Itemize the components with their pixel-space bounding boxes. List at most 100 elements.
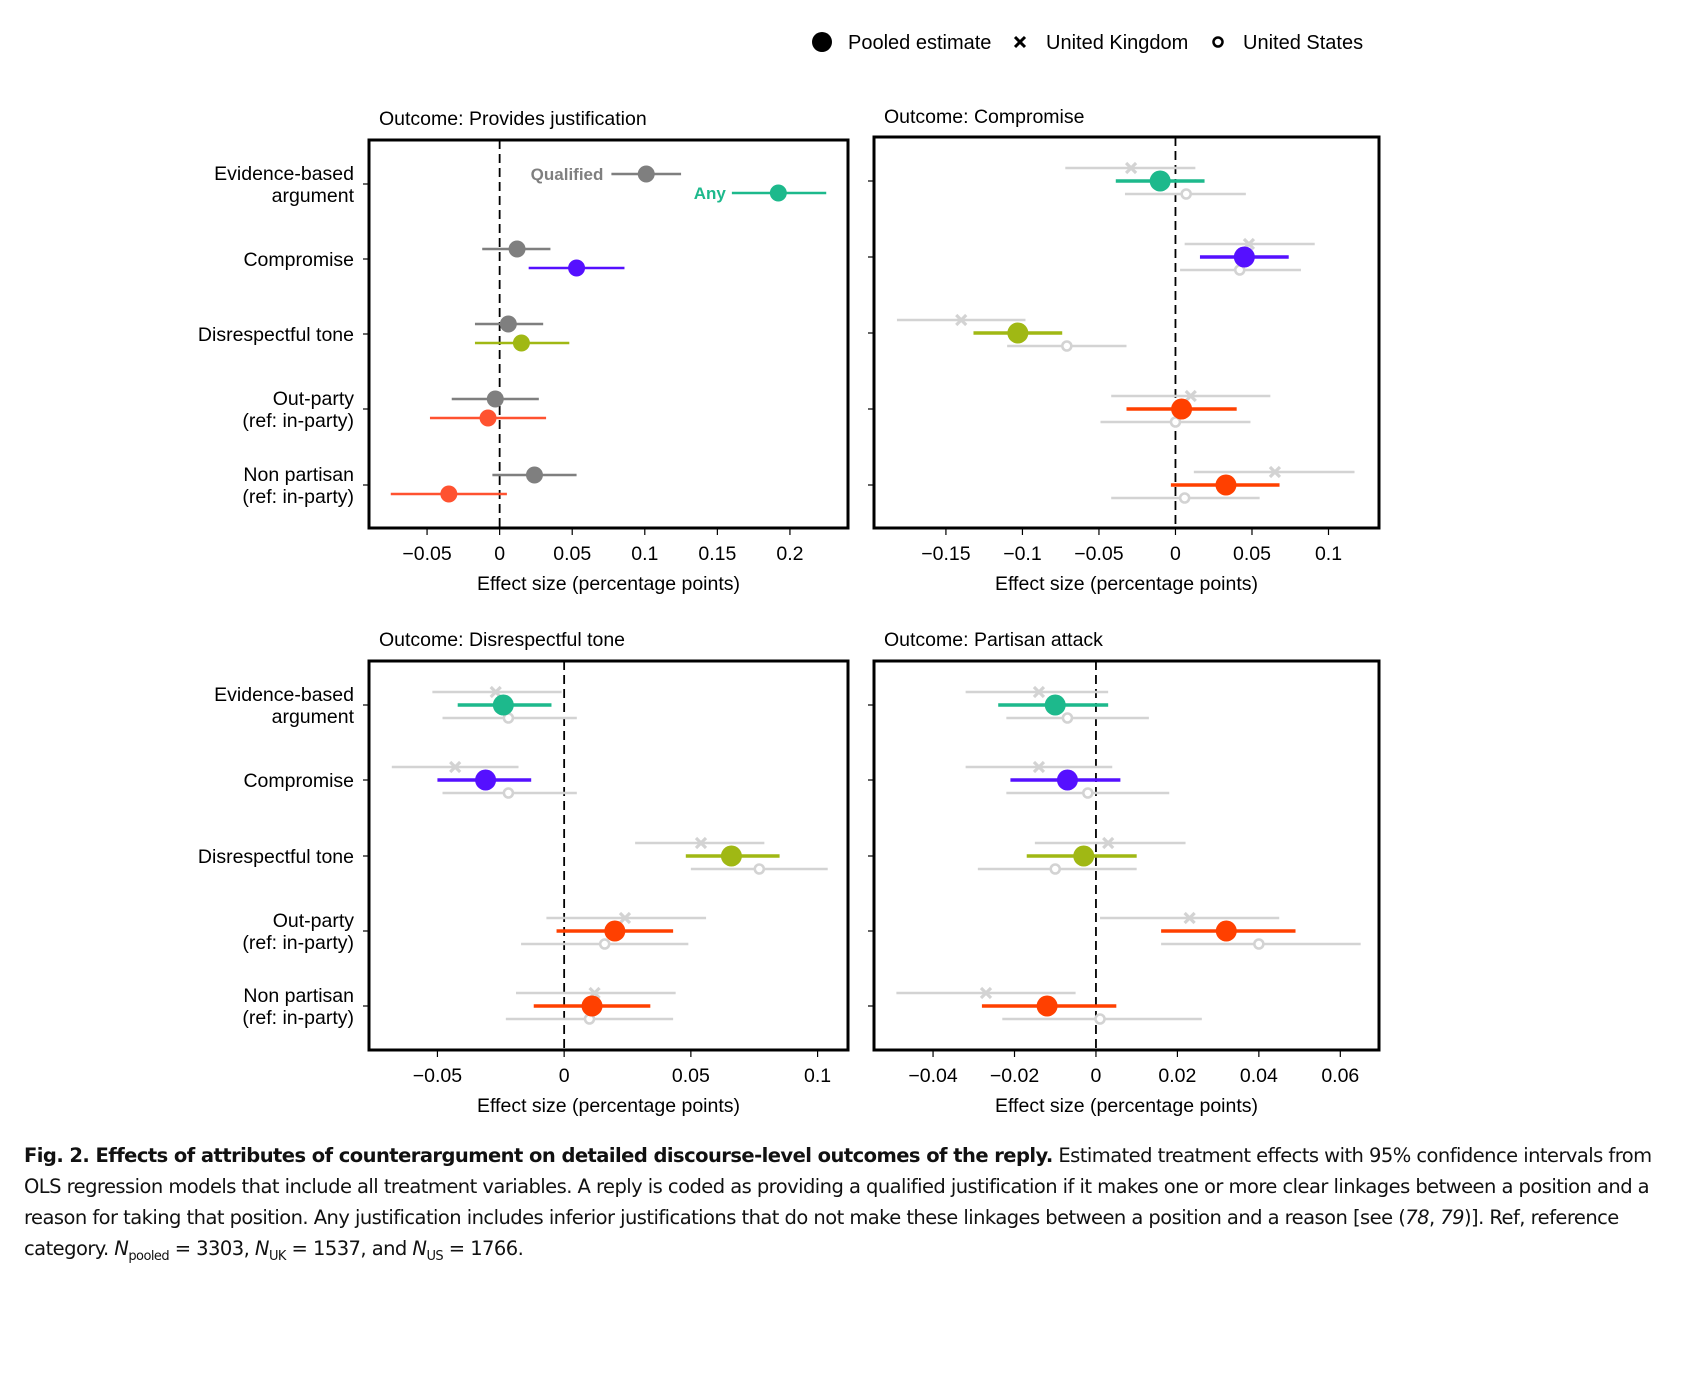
x-axis-label: Effect size (percentage points) <box>477 573 740 595</box>
x-tick-label: −0.05 <box>413 1065 462 1087</box>
us-point <box>1061 340 1073 352</box>
y-tick-label: Non partisan (ref: in-party) <box>242 985 354 1029</box>
y-tick-label-line: Evidence-based <box>214 684 354 706</box>
n-symbol: N <box>254 1237 270 1260</box>
y-tick-label: Out-party (ref: in-party) <box>242 388 354 432</box>
caption-ref-79: 79 <box>1440 1206 1464 1229</box>
y-tick-label-line: Non partisan <box>243 464 354 486</box>
uk-point-x-icon <box>489 685 502 699</box>
legend: Pooled estimate United Kingdom United Stat… <box>812 32 1363 54</box>
uk-point-x-icon <box>1124 161 1138 175</box>
us-point <box>1061 712 1074 724</box>
pooled-point <box>1233 246 1255 268</box>
y-tick-label: Out-party (ref: in-party) <box>242 910 354 954</box>
x-stroke <box>618 911 632 925</box>
x-tick-label: 0.1 <box>804 1065 831 1087</box>
y-tick-label: Disrespectful tone <box>198 324 354 346</box>
pooled-point <box>1073 845 1095 867</box>
x-tick-label: −0.05 <box>402 543 451 565</box>
n-uk-sub: UK <box>268 1248 287 1264</box>
x-axis-label: Effect size (percentage points) <box>995 1095 1258 1117</box>
x-tick-label: 0.1 <box>631 543 658 565</box>
x-stroke <box>694 836 708 850</box>
uk-point-x-icon <box>1102 836 1115 850</box>
x-tick-label: −0.15 <box>921 543 970 565</box>
us-point <box>753 863 766 875</box>
n-uk: = 1537, and <box>285 1237 413 1260</box>
qualified-point <box>486 390 504 408</box>
figure-caption: Fig. 2. Effects of attributes of counter… <box>24 1140 1684 1272</box>
x-tick-label: −0.04 <box>908 1065 957 1087</box>
y-tick-label: Compromise <box>243 770 354 792</box>
y-tick-label-line: (ref: in-party) <box>242 1007 354 1029</box>
panels: Outcome: Provides justification Evidence-… <box>198 106 1381 1117</box>
pooled-point <box>581 995 603 1017</box>
y-tick-label-line: (ref: in-party) <box>242 932 354 954</box>
panel-title: Outcome: Provides justification <box>379 108 647 130</box>
y-tick-label-line: argument <box>272 706 355 728</box>
pooled-point <box>1215 920 1237 942</box>
x-stroke <box>1032 685 1046 699</box>
us-point <box>1253 938 1265 950</box>
us-point <box>502 787 515 799</box>
any-point <box>769 184 787 202</box>
x-stroke <box>955 313 968 327</box>
panel-1: Outcome: Provides justification Evidence-… <box>198 108 850 595</box>
y-tick-label-line: Compromise <box>243 770 354 792</box>
caption-title: Fig. 2. Effects of attributes of counter… <box>24 1144 1053 1167</box>
x-axis-label: Effect size (percentage points) <box>995 573 1258 595</box>
plot-frame <box>367 659 850 1052</box>
open-circle-icon <box>1212 36 1224 48</box>
plot-frame <box>872 659 1381 1052</box>
y-tick-label-line: Non partisan <box>243 985 354 1007</box>
x-tick-label: 0.15 <box>698 543 736 565</box>
x-tick-label: 0 <box>1091 1065 1102 1087</box>
pooled-point <box>1036 995 1058 1017</box>
uk-point-x-icon <box>1032 760 1046 774</box>
x-tick-label: 0.05 <box>1233 543 1271 565</box>
uk-point-x-icon <box>1184 389 1197 403</box>
qualified-point <box>508 240 526 258</box>
filled-circle-icon <box>812 32 832 52</box>
pooled-point <box>1171 398 1193 420</box>
x-stroke <box>1102 836 1115 850</box>
legend-label: United States <box>1243 32 1363 54</box>
uk-point-x-icon <box>1183 911 1196 925</box>
y-tick-label-line: Disrespectful tone <box>198 846 354 868</box>
n-symbol: N <box>412 1237 427 1260</box>
x-stroke <box>1032 760 1046 774</box>
caption-text-2: )]. Ref, reference category. <box>24 1206 1619 1260</box>
n-pooled: = 3303, <box>169 1237 255 1260</box>
y-tick-label-line: (ref: in-party) <box>242 486 354 508</box>
uk-point-x-icon <box>979 986 993 1000</box>
x-tick-label: 0.05 <box>553 543 591 565</box>
uk-point-x-icon <box>449 760 462 774</box>
y-tick-label-line: (ref: in-party) <box>242 410 354 432</box>
qualified-point <box>525 466 543 484</box>
x-tick-label: 0.04 <box>1240 1065 1278 1087</box>
panel-2: Outcome: Compromise −0.15 −0.1 −0.05 0 0.05 0.… <box>868 106 1381 595</box>
y-tick-label: Non partisan (ref: in-party) <box>242 464 354 508</box>
y-tick-label-line: argument <box>272 185 355 207</box>
n-pooled-sub: pooled <box>128 1248 170 1264</box>
x-tick-label: 0.1 <box>1315 543 1342 565</box>
caption-text: Estimated treatment effects with 95% con… <box>24 1144 1652 1229</box>
legend-label: United Kingdom <box>1046 32 1188 54</box>
pooled-point <box>1044 694 1066 716</box>
us-point <box>1049 863 1062 875</box>
panel-title: Outcome: Disrespectful tone <box>379 629 625 651</box>
x-tick-label: 0.2 <box>776 543 803 565</box>
plot-frame <box>872 135 1381 530</box>
us-point <box>1180 188 1192 200</box>
pooled-point <box>1149 170 1171 192</box>
y-tick-label: Evidence-based argument <box>214 684 354 728</box>
panel-3: Outcome: Disrespectful tone Evidence-base… <box>198 629 850 1117</box>
x-tick-label: −0.02 <box>990 1065 1039 1087</box>
x-stroke <box>1183 911 1196 925</box>
pooled-point <box>1007 322 1029 344</box>
uk-point-x-icon <box>955 313 968 327</box>
x-stroke <box>1184 389 1197 403</box>
x-stroke <box>1013 35 1027 49</box>
y-tick-label-line: Out-party <box>273 388 355 410</box>
x-stroke <box>489 685 502 699</box>
